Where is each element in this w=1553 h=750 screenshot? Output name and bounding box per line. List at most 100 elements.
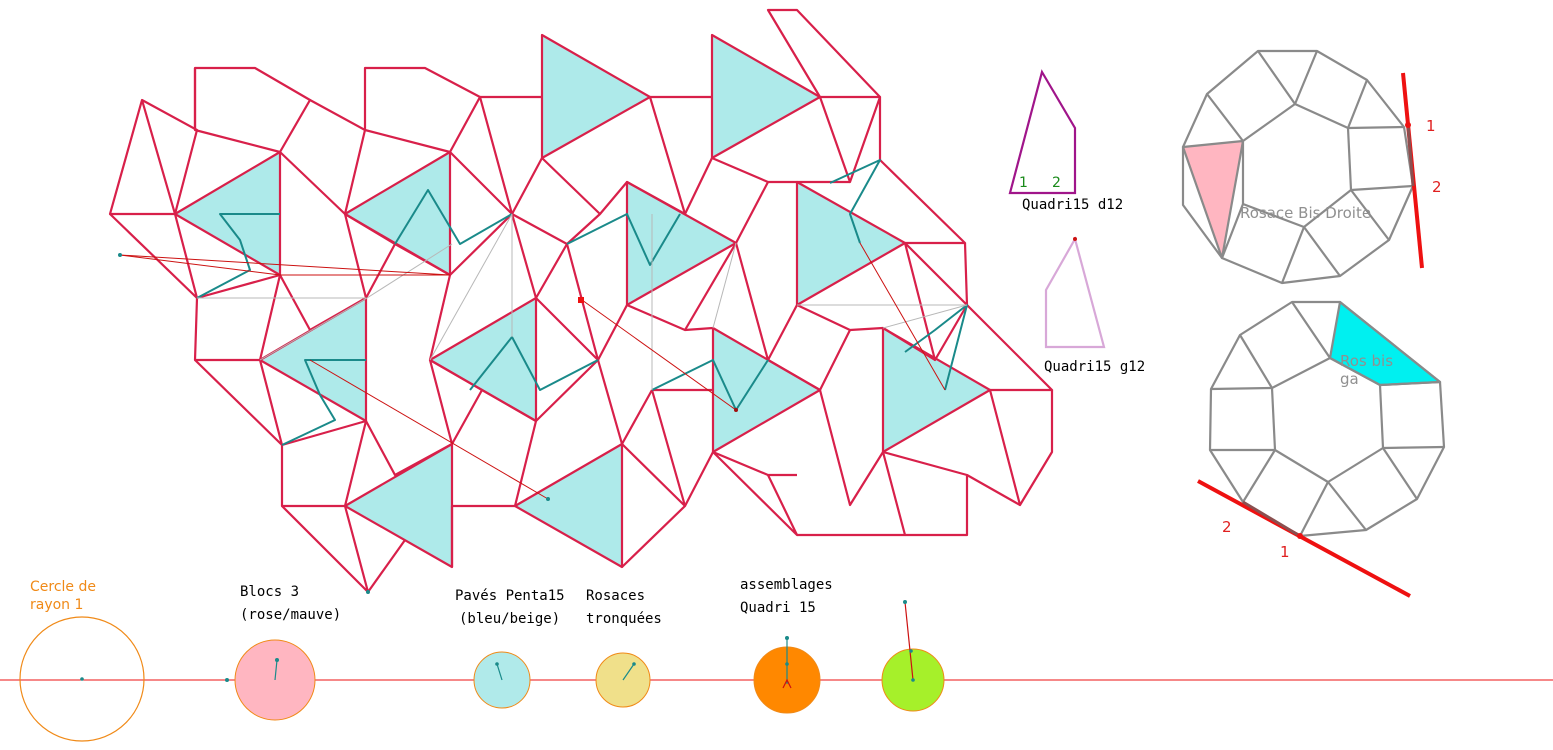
rosace-inner — [1270, 356, 1385, 484]
teal-segment — [566, 213, 681, 266]
assemblages-label-1: assemblages — [740, 577, 833, 593]
tile-outline — [621, 505, 686, 568]
tile-outline — [363, 66, 482, 154]
guide-line — [259, 297, 368, 361]
assemblages-quadri15-control[interactable]: assemblages Quadri 15 — [740, 577, 833, 714]
quadri-d12-shape — [1008, 69, 1077, 195]
rosace-spokes — [1210, 301, 1445, 537]
assemblages-arrow — [782, 678, 792, 689]
rosace-top-mark-1: 1 — [1426, 117, 1436, 135]
paves-penta15-control[interactable]: Pavés Penta15 (bleu/beige) — [455, 588, 565, 709]
tile-outline — [279, 99, 367, 216]
anchor-point — [734, 408, 738, 412]
tiling-pattern — [108, 8, 1054, 594]
tile-outline — [108, 98, 177, 216]
rosace-red-dot — [1405, 122, 1411, 128]
quadri-d12-num1: 1 — [1019, 175, 1028, 191]
tile-outline — [450, 504, 515, 567]
tile-outline — [196, 273, 282, 361]
rosaces-tronquees-control[interactable]: Rosaces tronquées — [586, 588, 662, 708]
tile-outline — [280, 445, 345, 508]
rosace-dark-segment — [1242, 500, 1301, 538]
green-center-dot — [911, 678, 915, 682]
tile-outline — [281, 505, 370, 594]
assemblages-label-2: Quadri 15 — [740, 600, 816, 616]
blocs-handle-dot — [275, 658, 279, 662]
tile-outline — [882, 450, 969, 537]
quadri-d12-label: Quadri15 d12 — [1022, 197, 1123, 213]
assemblages-mid-dot — [785, 662, 789, 666]
tile-outline — [428, 274, 452, 361]
blocs-label-2: (rose/mauve) — [240, 607, 341, 623]
rosaces-label-2: tronquées — [586, 611, 662, 627]
rosace-dark-segment — [1406, 124, 1415, 187]
tile-outline — [513, 420, 538, 507]
rosace-droite-label: Rosace Bis Droite — [1240, 204, 1371, 222]
cyan-triangle — [428, 296, 538, 423]
tile-outline — [193, 66, 312, 154]
tile-outline — [599, 96, 687, 216]
rosaces-label-1: Rosaces — [586, 588, 645, 604]
blocs-3-control[interactable]: Blocs 3 (rose/mauve) — [225, 584, 341, 721]
paves-label-2: (bleu/beige) — [459, 611, 560, 627]
grey-guides — [197, 213, 968, 390]
tile-outline — [367, 539, 406, 593]
tile-outline — [279, 213, 368, 332]
cercle-label-2: rayon 1 — [30, 597, 83, 613]
tile-outline — [281, 419, 368, 507]
unit-circle-center — [80, 677, 84, 681]
teal-segment — [829, 159, 881, 244]
blocs-label-1: Blocs 3 — [240, 584, 299, 600]
quadri-g12-label: Quadri15 g12 — [1044, 359, 1145, 375]
rosace-red-edge — [1197, 479, 1411, 598]
tile-outline — [818, 95, 882, 184]
vector-line — [119, 254, 281, 276]
tile-outline — [621, 389, 687, 508]
quadri-d12-num2: 2 — [1052, 175, 1061, 191]
tile-outline — [797, 451, 907, 537]
teal-path — [196, 159, 968, 446]
quadri15-d12[interactable]: 1 2 Quadri15 d12 — [1008, 69, 1123, 213]
rosace-red-dot — [1297, 533, 1303, 539]
anchor-point — [118, 253, 122, 257]
green-mid-dot — [909, 649, 913, 653]
vector-line — [859, 242, 946, 391]
tile-outline — [988, 389, 1054, 507]
tile-outline — [109, 213, 199, 300]
guide-line — [429, 213, 513, 361]
tile-outline — [684, 450, 797, 507]
tile-outline — [344, 213, 396, 245]
rosace-bottom-mark-1: 1 — [1280, 543, 1290, 561]
cercle-rayon-control[interactable]: Cercle de rayon 1 — [19, 579, 145, 742]
tile-outline — [735, 181, 769, 244]
tile-outline — [194, 359, 284, 447]
rosace-bis-gauche[interactable]: Ros bis ga 2 1 — [1197, 300, 1446, 598]
cyan-triangle — [710, 33, 822, 160]
cyan-triangle — [540, 33, 652, 160]
rosaces-handle-dot — [632, 662, 636, 666]
paves-label-1: Pavés Penta15 — [455, 588, 565, 604]
vector-line — [581, 299, 737, 411]
tile-outline — [904, 242, 969, 307]
rosace-gauche-label-1: Ros bis — [1340, 352, 1393, 370]
teal-segment — [196, 213, 280, 299]
tile-outline — [193, 297, 260, 362]
guide-line — [882, 304, 968, 329]
tile-outline — [711, 156, 850, 184]
rosace-gauche-label-2: ga — [1340, 370, 1359, 388]
rosace-bis-droite[interactable]: Rosace Bis Droite 1 2 — [1181, 49, 1442, 285]
guide-line — [712, 242, 737, 329]
tile-outline — [712, 451, 799, 537]
green-control[interactable] — [881, 600, 945, 712]
tile-outline — [966, 474, 1021, 506]
anchor-point — [546, 497, 550, 501]
unit-circle — [19, 616, 145, 742]
quadri15-g12[interactable]: Quadri15 g12 — [1044, 236, 1145, 375]
rosace-outer — [1208, 300, 1446, 538]
quadri-g12-vertex — [1073, 237, 1077, 241]
quadri-g12-shape — [1044, 236, 1106, 349]
teal-segment — [469, 336, 599, 391]
rosace-bottom-mark-2: 2 — [1222, 518, 1232, 536]
cyan-triangle — [711, 326, 822, 454]
